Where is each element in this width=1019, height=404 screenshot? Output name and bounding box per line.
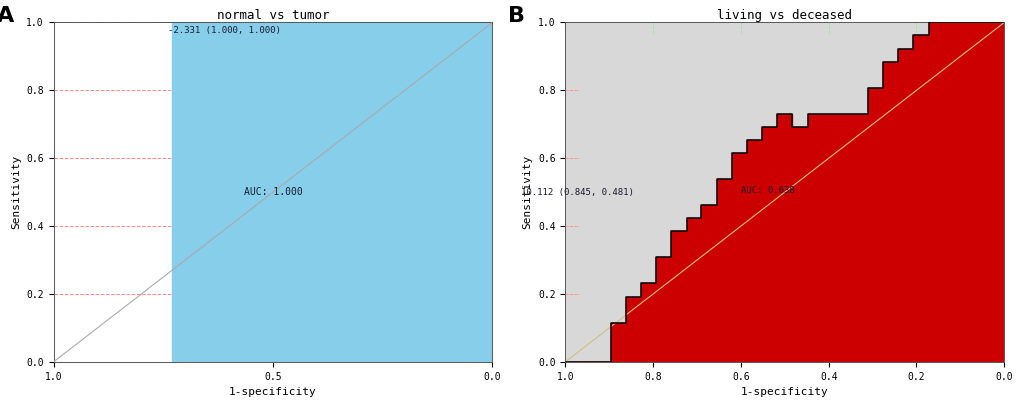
Title: living vs deceased: living vs deceased — [716, 10, 852, 23]
Title: normal vs tumor: normal vs tumor — [217, 10, 329, 23]
Y-axis label: Sensitivity: Sensitivity — [522, 155, 532, 229]
Text: A: A — [0, 6, 14, 25]
Polygon shape — [565, 23, 1004, 362]
X-axis label: 1-specificity: 1-specificity — [740, 387, 827, 397]
Y-axis label: Sensitivity: Sensitivity — [11, 155, 20, 229]
Text: 10.112 (0.845, 0.481): 10.112 (0.845, 0.481) — [520, 187, 633, 197]
X-axis label: 1-specificity: 1-specificity — [229, 387, 317, 397]
Text: AUC: 0.638: AUC: 0.638 — [740, 186, 794, 195]
Text: -2.331 (1.000, 1.000): -2.331 (1.000, 1.000) — [167, 26, 280, 35]
Polygon shape — [172, 23, 492, 362]
Text: AUC: 1.000: AUC: 1.000 — [244, 187, 303, 197]
Text: B: B — [507, 6, 525, 25]
